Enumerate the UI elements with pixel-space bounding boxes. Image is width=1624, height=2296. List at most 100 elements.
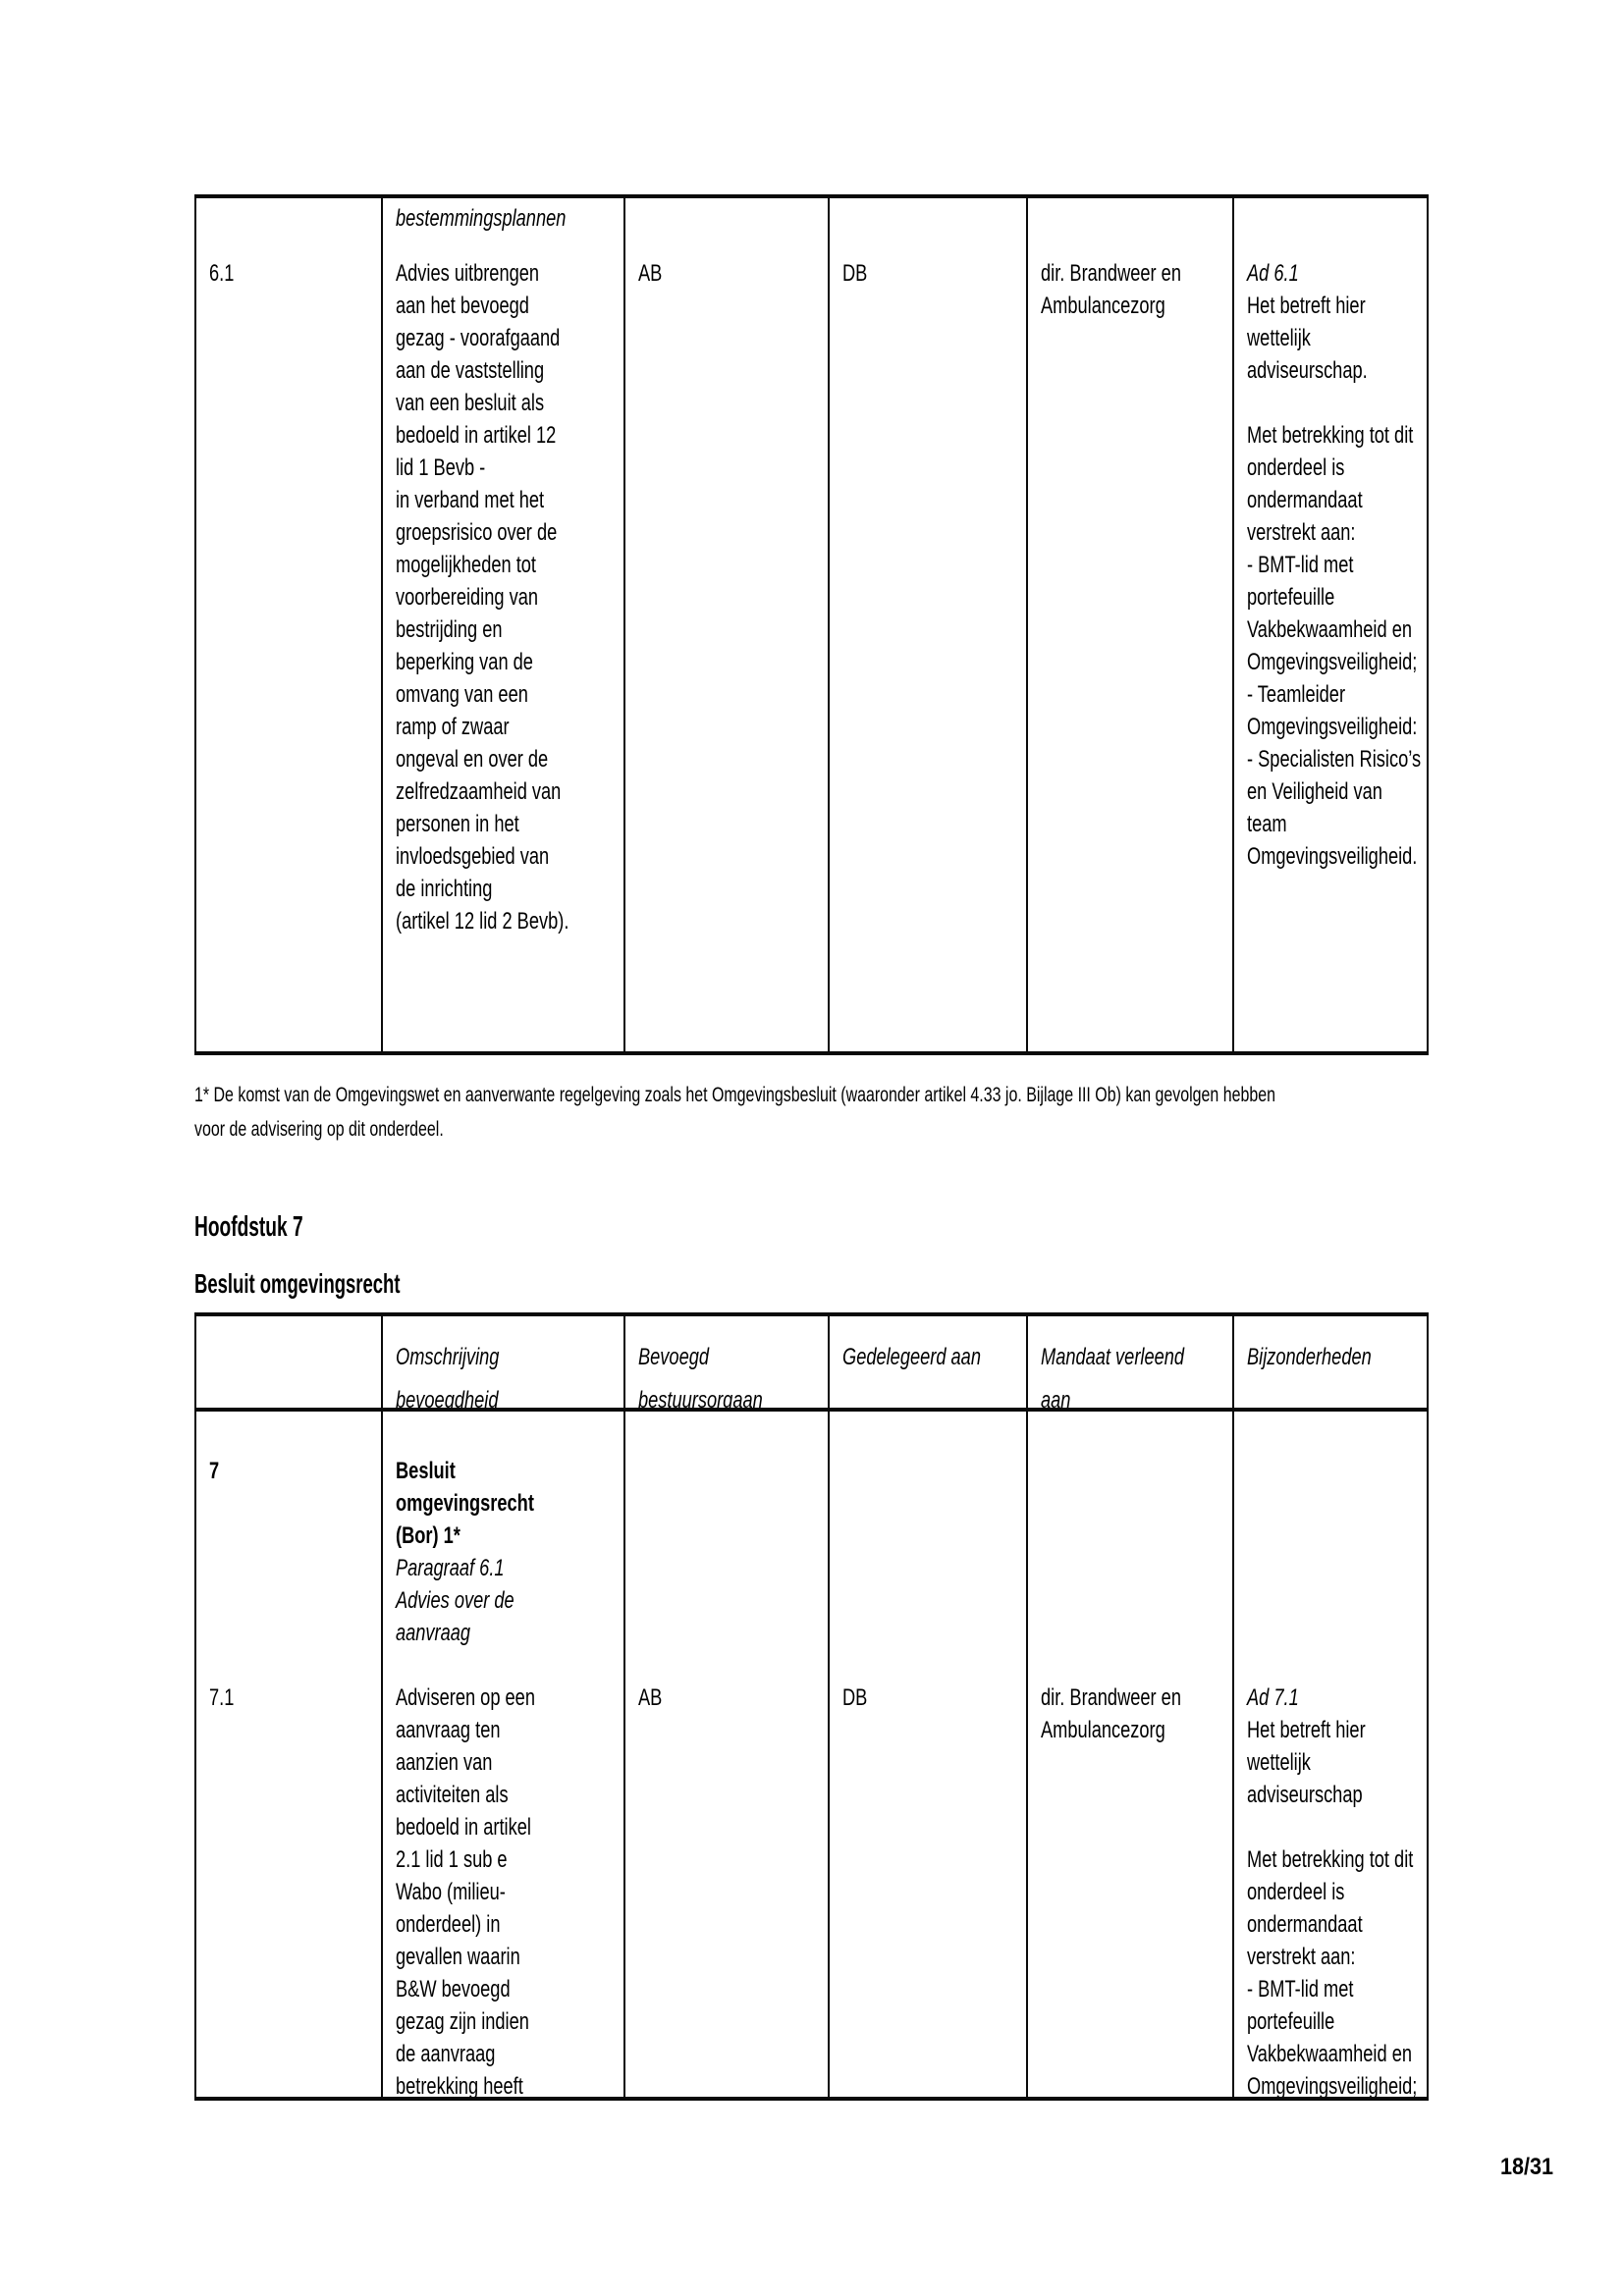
text-line: Ambulancezorg — [1041, 1717, 1165, 1743]
text-line — [842, 202, 982, 235]
text-line: gezag - voorafgaand — [396, 325, 561, 351]
text-line: in verband met het — [396, 487, 545, 513]
text-line — [842, 1455, 982, 1487]
text-line — [1041, 1455, 1186, 1487]
text-line — [209, 1520, 340, 1552]
table2-cell-bijzonderheden: Ad 7.1 Het betreft hier wettelijk adviseurs… — [1234, 1412, 1427, 2097]
text-line — [1247, 1811, 1383, 1843]
text-line — [209, 1649, 340, 1682]
text-line: aanzien van — [396, 1749, 493, 1776]
text-line: 7 — [209, 1458, 220, 1484]
text-line: Ambulancezorg — [1041, 293, 1165, 319]
text-line: Advies over de — [396, 1587, 514, 1614]
text-line: - Teamleider — [1247, 681, 1346, 708]
table2-header-bijzonderheden: Bijzonderheden — [1234, 1316, 1427, 1412]
text-line: Omgevingsveiligheid: — [1247, 714, 1418, 740]
text-line: 6.1 — [209, 260, 235, 287]
text-line: groepsrisico over de — [396, 519, 558, 546]
text-line: betrekking heeft — [396, 2073, 523, 2097]
table2-header-gedelegeerd-aan: Gedelegeerd aan — [830, 1316, 1028, 1412]
text-line: verstrekt aan: — [1247, 1944, 1356, 1970]
text-line: adviseurschap. — [1247, 357, 1368, 384]
text-line — [209, 1552, 340, 1584]
text-line: bedoeld in artikel 12 — [396, 422, 557, 449]
text-line — [1041, 1649, 1186, 1682]
text-line: ondermandaat — [1247, 1911, 1363, 1938]
text-line: Omschrijving — [396, 1344, 500, 1370]
text-line: Adviseren op een — [396, 1684, 535, 1711]
text-line — [1247, 1455, 1383, 1487]
text-line: bevoegdheid — [396, 1387, 499, 1412]
text-line: en Veiligheid van — [1247, 778, 1382, 805]
text-line — [1041, 1584, 1186, 1617]
text-line: Mandaat verleend — [1041, 1344, 1185, 1370]
text-line: Met betrekking tot dit — [1247, 422, 1414, 449]
text-line: AB — [638, 260, 663, 287]
text-line — [1041, 1520, 1186, 1552]
text-line — [638, 1584, 783, 1617]
text-line: Gedelegeerd aan — [842, 1344, 981, 1370]
text-line — [209, 1617, 340, 1649]
text-line: aan het bevoegd — [396, 293, 529, 319]
text-line: Omgevingsveiligheid; — [1247, 649, 1418, 675]
text-line: personen in het — [396, 811, 519, 837]
text-line — [638, 1520, 783, 1552]
text-line: omgevingsrecht — [396, 1490, 534, 1517]
table1-cell-omschrijving: bestemmingsplannen Advies uitbrengen aan h… — [383, 198, 625, 1051]
chapter-heading: Hoofdstuk 7 — [194, 1211, 303, 1243]
table1-cell-number: 6.1 — [196, 198, 383, 1051]
text-line: beperking van de — [396, 649, 533, 675]
text-line: Paragraaf 6.1 — [396, 1555, 505, 1581]
footnote: 1* De komst van de Omgevingswet en aanve… — [194, 1078, 1617, 1147]
text-line — [638, 1649, 783, 1682]
text-line: gezag zijn indien — [396, 2008, 529, 2035]
text-line: (Bor) 1* — [396, 1522, 460, 1549]
table2-header-bevoegd-bestuursorgaan: Bevoegd bestuursorgaan — [625, 1316, 830, 1412]
text-line: ramp of zwaar — [396, 714, 510, 740]
text-line — [1041, 202, 1186, 235]
text-line — [1041, 1552, 1186, 1584]
text-line: onderdeel) in — [396, 1911, 501, 1938]
table2-cell-gedelegeerd-aan: DB — [830, 1412, 1028, 2097]
text-line: DB — [842, 1684, 868, 1711]
table2-cell-number: 7 7.1 — [196, 1412, 383, 2097]
text-line: - Specialisten Risico’s — [1247, 746, 1422, 773]
table2-cell-mandaat-verleend-aan: dir. Brandweer en Ambulancezorg — [1028, 1412, 1234, 2097]
text-line: Het betreft hier — [1247, 1717, 1366, 1743]
text-line: bestuursorgaan — [638, 1387, 763, 1412]
table2-header-omschrijving: Omschrijving bevoegdheid — [383, 1316, 625, 1412]
text-line: ondermandaat — [1247, 487, 1363, 513]
text-line — [1247, 1552, 1383, 1584]
page-number: 18/31 — [1500, 2154, 1554, 2180]
text-line: invloedsgebied van — [396, 843, 550, 870]
table2-header-number — [196, 1316, 383, 1412]
text-line — [842, 1487, 982, 1520]
text-line: onderdeel is — [1247, 454, 1345, 481]
text-line: onderdeel is — [1247, 1879, 1345, 1905]
table-chapter7: Omschrijving bevoegdheid Bevoegd bestuurso… — [194, 1312, 1429, 2101]
text-line: - BMT-lid met — [1247, 1976, 1354, 2002]
text-line: portefeuille — [1247, 2008, 1335, 2035]
text-line: Besluit — [396, 1458, 456, 1484]
text-line — [638, 202, 783, 235]
text-line: lid 1 Bevb - — [396, 454, 486, 481]
table1-cell-mandaat-verleend-aan: dir. Brandweer en Ambulancezorg — [1028, 198, 1234, 1051]
text-line: activiteiten als — [396, 1782, 509, 1808]
text-line: de inrichting — [396, 876, 493, 902]
text-line — [842, 1552, 982, 1584]
text-line: aanvraag — [396, 1620, 471, 1646]
text-line: 7.1 — [209, 1684, 235, 1711]
text-line: (artikel 12 lid 2 Bevb). — [396, 908, 569, 934]
text-line: aan de vaststelling — [396, 357, 545, 384]
text-line: Omgevingsveiligheid. — [1247, 843, 1418, 870]
text-line: aan — [1041, 1387, 1071, 1412]
table1-cell-gedelegeerd-aan: DB — [830, 198, 1028, 1051]
text-line — [1247, 1520, 1383, 1552]
text-line — [209, 202, 340, 235]
text-line: adviseurschap — [1247, 1782, 1363, 1808]
table2-cell-omschrijving: Besluit omgevingsrecht (Bor) 1* Paragraaf 6… — [383, 1412, 625, 2097]
text-line — [1247, 1584, 1383, 1617]
text-line — [638, 1552, 783, 1584]
text-line: verstrekt aan: — [1247, 519, 1356, 546]
